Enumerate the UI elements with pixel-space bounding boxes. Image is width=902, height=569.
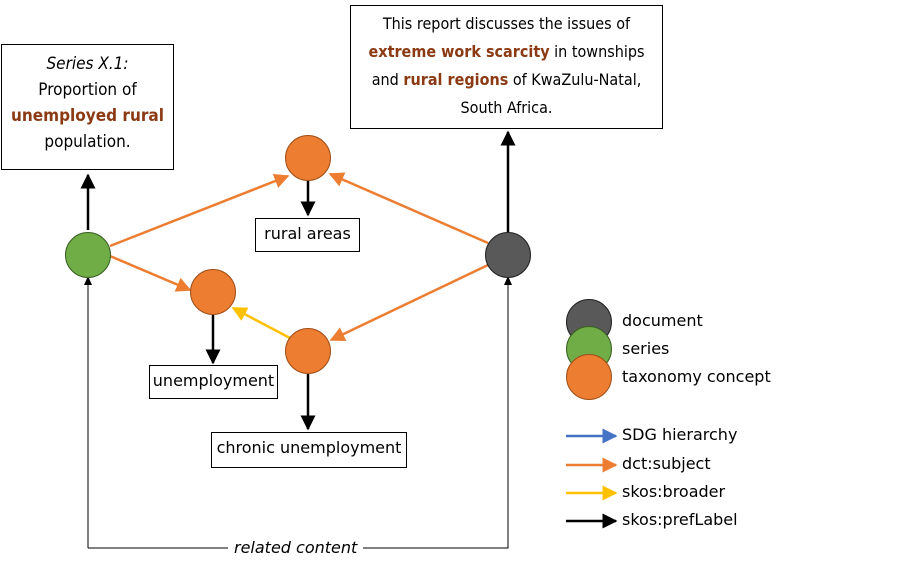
label-rural-areas: rural areas [255, 218, 360, 252]
document-box-line1: This report discusses the issues of [382, 14, 631, 33]
series-box: Series X.1: Proportion of unemployed rur… [1, 44, 174, 170]
edge-series-to-unemployment-concept [109, 254, 192, 292]
document-box-line3: and rural regions of KwaZulu-Natal, [351, 66, 662, 94]
label-unemployment: unemployment [149, 365, 278, 399]
document-box-line4: South Africa. [460, 98, 553, 117]
legend-label-series: series [622, 339, 670, 358]
document-line2-rest: in townships [549, 42, 645, 61]
legend-label-preflabel: skos:prefLabel [622, 510, 738, 529]
edge-document-to-chronic-concept [329, 263, 489, 342]
related-content-arrowhead-left [84, 276, 92, 285]
related-content-label: related content [228, 538, 364, 557]
legend-label-concept: taxonomy concept [622, 367, 771, 386]
legend-label-sdg: SDG hierarchy [622, 425, 738, 444]
series-box-line2: Proportion of [38, 80, 137, 100]
edge-series-to-rural-concept [109, 173, 290, 248]
concept-node-unemployment [190, 269, 236, 315]
related-content-arrowhead-right [504, 276, 512, 285]
legend-label-document: document [622, 311, 703, 330]
related-content-connector [87, 280, 509, 549]
concept-node-rural [285, 135, 331, 181]
document-line3-rest: of KwaZulu-Natal, [508, 70, 642, 89]
document-box: This report discusses the issues of extr… [350, 5, 663, 129]
document-node [485, 232, 531, 278]
legend-label-broader: skos:broader [622, 482, 726, 501]
series-node [65, 232, 111, 278]
series-box-title: Series X.1: [46, 54, 129, 74]
document-line3-pre: and [371, 70, 404, 89]
document-box-line2: extreme work scarcity in townships [351, 38, 662, 66]
document-highlight-rural-regions: rural regions [403, 70, 509, 89]
series-box-line4: population. [44, 132, 131, 152]
document-highlight-work-scarcity: extreme work scarcity [368, 42, 550, 61]
label-chronic-unemployment: chronic unemployment [211, 432, 407, 468]
concept-node-chronic [285, 328, 331, 374]
legend-label-subject: dct:subject [622, 454, 711, 473]
edge-chronic-broader-unemployment [231, 306, 291, 340]
edge-document-to-rural-concept [328, 172, 489, 245]
legend-concept-swatch [566, 354, 612, 400]
series-box-highlight: unemployed rural [11, 106, 164, 126]
